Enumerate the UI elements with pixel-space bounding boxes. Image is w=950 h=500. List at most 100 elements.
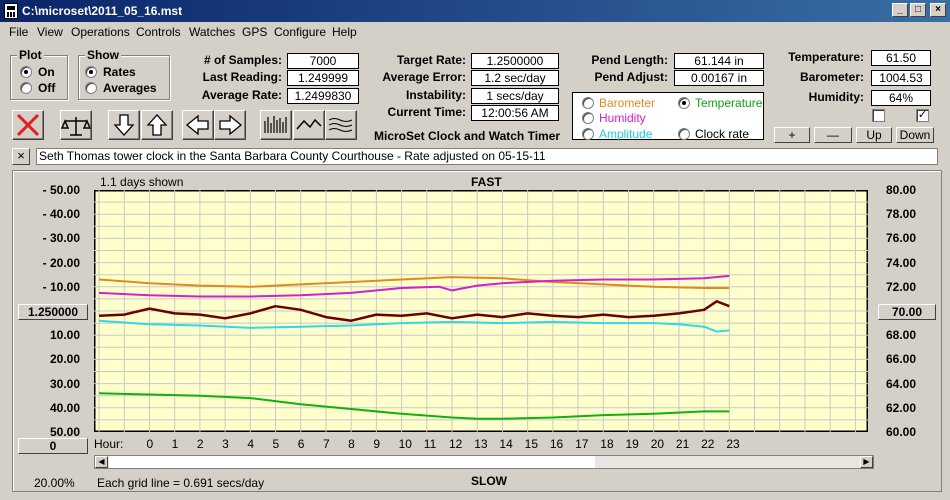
bars-icon xyxy=(264,116,287,133)
samples-value: 7000 xyxy=(287,53,359,69)
clear-description-button[interactable]: × xyxy=(12,148,30,165)
menu-watches[interactable]: Watches xyxy=(189,25,236,39)
average-error-label: Average Error: xyxy=(382,70,466,84)
minimize-button[interactable]: _ xyxy=(892,3,908,17)
humidity-option-label: Humidity xyxy=(599,111,646,125)
left-tick-label: 50.00 xyxy=(49,425,80,439)
plot-on-radio[interactable] xyxy=(20,66,32,78)
grid-note: Each grid line = 0.691 secs/day xyxy=(97,476,265,490)
menu-controls[interactable]: Controls xyxy=(136,25,181,39)
hour-tick-label: 18 xyxy=(600,437,614,451)
show-averages-label: Averages xyxy=(103,81,157,95)
series-line-barometer xyxy=(98,276,730,289)
menu-bar: File View Operations Controls Watches GP… xyxy=(0,22,950,42)
average-rate-label: Average Rate: xyxy=(201,88,282,102)
stop-button[interactable] xyxy=(12,110,44,140)
menu-help[interactable]: Help xyxy=(332,25,357,39)
barometer-option-label: Barometer xyxy=(599,96,656,110)
pend-length-label: Pend Length: xyxy=(591,53,668,67)
barometer-radio[interactable] xyxy=(582,97,594,109)
hour-tick-label: 17 xyxy=(575,437,589,451)
target-rate-label: Target Rate: xyxy=(396,53,466,67)
humidity-radio[interactable] xyxy=(582,112,594,124)
samples-label: # of Samples: xyxy=(203,53,282,67)
menu-file[interactable]: File xyxy=(9,25,29,39)
plot-off-radio[interactable] xyxy=(20,82,32,94)
line-graph-button[interactable] xyxy=(293,110,325,140)
center-rate-box[interactable]: 1.250000 xyxy=(18,304,88,320)
hour-tick-label: 23 xyxy=(726,437,740,451)
multi-wave-icon xyxy=(328,118,353,132)
hour-tick-label: 5 xyxy=(272,437,280,451)
offset-box[interactable]: 0 xyxy=(18,438,88,454)
scroll-right-button[interactable] xyxy=(214,110,246,140)
scroll-down-button[interactable] xyxy=(108,110,140,140)
hour-tick-label: 9 xyxy=(373,437,381,451)
bar-graph-button[interactable] xyxy=(260,110,292,140)
scroll-left-button[interactable] xyxy=(182,110,214,140)
hour-axis-label: Hour: xyxy=(94,437,124,451)
instability-label: Instability: xyxy=(405,88,466,102)
right-tick-label: 62.00 xyxy=(886,400,917,415)
fast-label: FAST xyxy=(471,175,502,189)
days-shown: 1.1 days shown xyxy=(100,175,184,189)
last-reading-value: 1.249999 xyxy=(287,70,359,86)
scroll-up-button[interactable] xyxy=(141,110,173,140)
plus-button[interactable]: + xyxy=(774,127,810,143)
down-button[interactable]: Down xyxy=(896,127,934,143)
checkbox-1[interactable] xyxy=(872,109,885,122)
scroll-right-arrow-icon[interactable]: ▶ xyxy=(860,456,873,468)
right-tick-label: 60.00 xyxy=(886,425,917,439)
minus-button[interactable]: — xyxy=(814,127,852,143)
show-group: Show Rates Averages xyxy=(78,48,170,100)
menu-configure[interactable]: Configure xyxy=(274,25,327,39)
clock-rate-radio[interactable] xyxy=(678,128,690,140)
center-temperature-box[interactable]: 70.00 xyxy=(878,304,936,320)
show-averages-radio[interactable] xyxy=(85,82,97,94)
temperature-radio[interactable] xyxy=(678,97,690,109)
scroll-left-arrow-icon[interactable]: ◀ xyxy=(95,456,108,468)
show-rates-radio[interactable] xyxy=(85,66,97,78)
target-rate-value[interactable]: 1.2500000 xyxy=(471,53,559,69)
left-tick-label: 20.00 xyxy=(49,352,80,367)
series-line-clock-rate xyxy=(98,300,730,322)
show-group-label: Show xyxy=(85,48,121,62)
multi-line-button[interactable] xyxy=(325,110,357,140)
balance-scale-icon xyxy=(60,117,92,136)
description-field[interactable]: Seth Thomas tower clock in the Santa Bar… xyxy=(36,148,938,165)
left-tick-label: 30.00 xyxy=(49,376,80,391)
hour-tick-label: 21 xyxy=(675,437,690,451)
hour-tick-label: 7 xyxy=(322,437,330,451)
menu-view[interactable]: View xyxy=(37,25,63,39)
amplitude-radio[interactable] xyxy=(582,128,594,140)
left-tick-label: 40.00 xyxy=(49,400,80,415)
horizontal-scrollbar[interactable]: ◀ ▶ xyxy=(94,455,874,469)
calibrate-button[interactable] xyxy=(60,110,92,140)
hour-tick-label: 4 xyxy=(247,437,254,451)
temperature-value: 61.50 xyxy=(871,50,931,66)
plot-group: Plot On Off xyxy=(10,48,68,100)
average-error-value: 1.2 sec/day xyxy=(471,70,559,86)
hour-tick-label: 19 xyxy=(625,437,639,451)
left-arrow-icon xyxy=(185,114,209,136)
maximize-button[interactable]: □ xyxy=(910,3,926,17)
series-layer xyxy=(98,274,730,420)
amplitude-option-label: Amplitude xyxy=(599,127,653,141)
up-button[interactable]: Up xyxy=(856,127,892,143)
grid-lines xyxy=(94,190,868,432)
down-arrow-icon xyxy=(113,114,135,136)
current-time-label: Current Time: xyxy=(387,105,466,119)
right-tick-label: 72.00 xyxy=(886,279,917,294)
hour-tick-label: 12 xyxy=(449,437,463,451)
menu-operations[interactable]: Operations xyxy=(71,25,130,39)
menu-gps[interactable]: GPS xyxy=(242,25,268,39)
calculator-icon xyxy=(4,3,18,19)
scroll-thumb[interactable] xyxy=(109,456,595,468)
checkbox-2[interactable]: ✓ xyxy=(916,109,929,122)
average-rate-value: 1.2499830 xyxy=(287,88,359,104)
left-tick-label: 10.00 xyxy=(49,328,80,343)
pend-length-value[interactable]: 61.144 in xyxy=(674,53,764,69)
show-rates-label: Rates xyxy=(103,65,136,79)
close-window-button[interactable]: × xyxy=(930,3,946,17)
pend-adjust-value: 0.00167 in xyxy=(674,70,764,86)
